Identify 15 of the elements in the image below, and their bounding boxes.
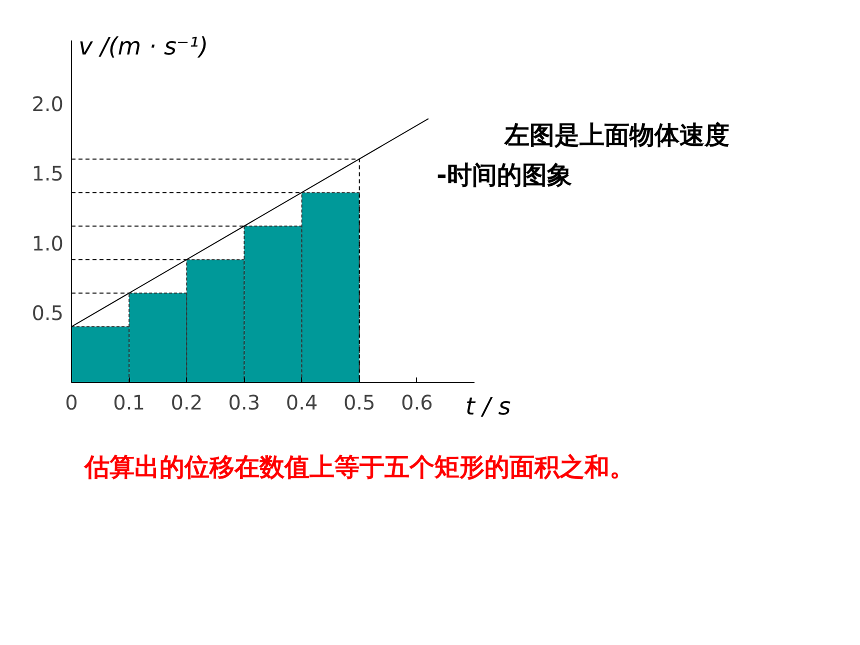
y-tick-label: 2.0 <box>32 92 64 116</box>
x-axis-title: t / s <box>466 392 511 420</box>
y-tick-label: 1.0 <box>32 231 64 256</box>
x-tick-label: 0.4 <box>286 390 318 414</box>
x-tick-label: 0 <box>65 390 78 414</box>
y-axis-title: v /(m · s⁻¹) <box>78 32 208 60</box>
x-tick-label: 0.6 <box>401 390 433 414</box>
x-tick-label: 0.5 <box>343 390 376 414</box>
x-tick-label: 0.1 <box>113 390 145 414</box>
x-tick-label: 0.3 <box>228 390 260 414</box>
text: 估算出的位移在数值上等于五个矩形的面积之和。 <box>84 452 634 482</box>
y-tick-label: 0.5 <box>32 301 64 326</box>
y-tick-label: 1.5 <box>32 162 64 186</box>
annotation: 左图是上面物体速度-时间的图象 <box>436 120 730 190</box>
x-tick-label: 0.2 <box>170 390 203 414</box>
